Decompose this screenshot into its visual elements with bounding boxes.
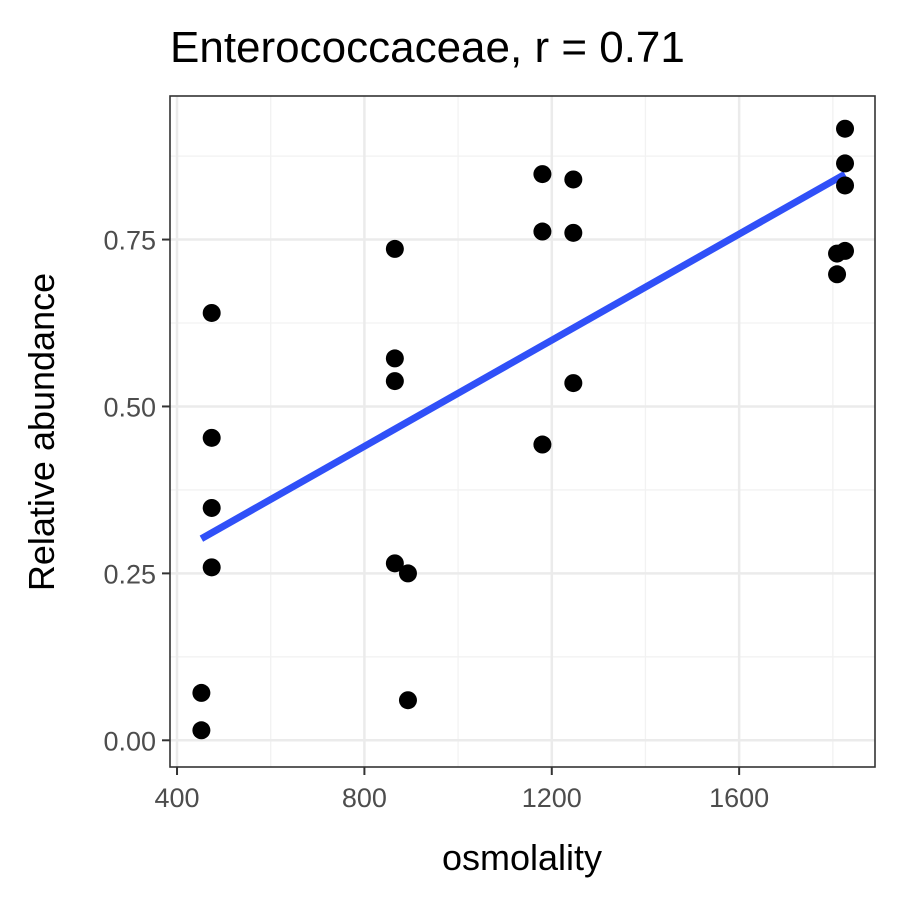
y-tick-label: 0.75 [103, 226, 156, 256]
data-point [533, 222, 552, 241]
data-point [533, 165, 552, 184]
data-point [564, 374, 583, 393]
x-tick-label: 400 [154, 783, 199, 813]
data-point [398, 691, 417, 710]
x-tick-label: 800 [342, 783, 387, 813]
data-point [385, 554, 404, 573]
x-tick-label: 1600 [709, 783, 769, 813]
data-point [564, 223, 583, 242]
data-point [533, 435, 552, 454]
data-point [836, 241, 855, 260]
y-tick-label: 0.50 [103, 392, 156, 422]
data-point [202, 558, 221, 577]
y-axis-title: Relative abundance [21, 273, 62, 591]
regression-line [199, 171, 847, 542]
data-point [202, 428, 221, 447]
major-gridlines [170, 96, 875, 767]
data-point [836, 176, 855, 195]
data-point [836, 154, 855, 173]
y-tick-label: 0.00 [103, 726, 156, 756]
data-point [192, 721, 211, 740]
x-axis-ticks: 400 800 1200 1600 [154, 767, 769, 813]
data-point [564, 170, 583, 189]
data-point [836, 119, 855, 138]
data-point [385, 239, 404, 258]
data-points [192, 119, 855, 740]
y-axis-ticks: 0.00 0.25 0.50 0.75 [103, 226, 170, 756]
chart-title: Enterococcaceae, r = 0.71 [170, 23, 685, 72]
panel-background [170, 96, 875, 767]
data-point [385, 372, 404, 391]
data-point [202, 498, 221, 517]
x-tick-label: 1200 [522, 783, 582, 813]
data-point [192, 683, 211, 702]
data-point [202, 303, 221, 322]
y-tick-label: 0.25 [103, 559, 156, 589]
plot-panel [169, 95, 876, 768]
data-point [398, 564, 417, 583]
x-axis-title: osmolality [442, 837, 602, 878]
data-point [385, 349, 404, 368]
panel-border [169, 95, 876, 768]
data-point [828, 265, 847, 284]
